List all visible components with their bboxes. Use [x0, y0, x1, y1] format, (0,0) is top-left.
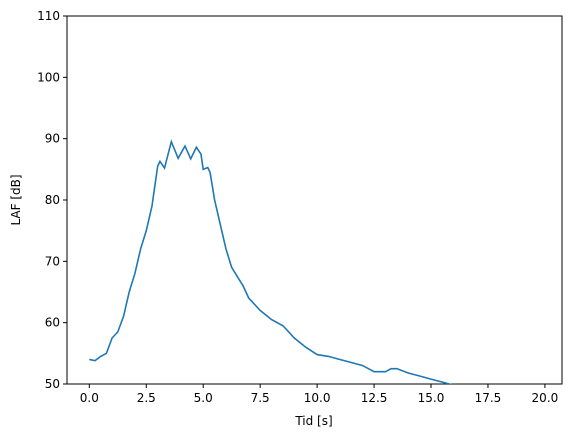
x-axis-label: Tid [s] [294, 414, 332, 428]
y-tick-label: 100 [37, 70, 60, 84]
x-tick-label: 12.5 [361, 391, 388, 405]
y-tick-label: 80 [45, 193, 60, 207]
x-tick-label: 15.0 [418, 391, 445, 405]
y-tick-label: 50 [45, 377, 60, 391]
x-tick-label: 17.5 [475, 391, 502, 405]
x-tick-label: 7.5 [251, 391, 270, 405]
x-tick-label: 5.0 [194, 391, 213, 405]
data-line [89, 139, 453, 384]
y-axis-label: LAF [dB] [9, 174, 23, 225]
axes-frame [66, 15, 563, 385]
x-tick-label: 0.0 [80, 391, 99, 405]
x-tick-label: 2.5 [137, 391, 156, 405]
y-tick-label: 70 [45, 254, 60, 268]
x-tick-label: 10.0 [304, 391, 331, 405]
y-tick-label: 60 [45, 316, 60, 330]
x-tick-label: 20.0 [532, 391, 559, 405]
y-tick-label: 110 [37, 9, 60, 23]
y-tick-label: 90 [45, 132, 60, 146]
